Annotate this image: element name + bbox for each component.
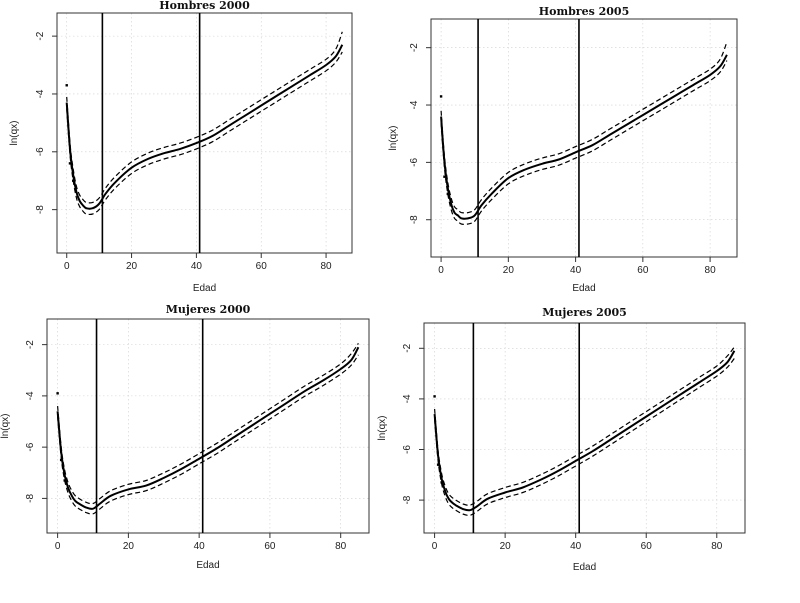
x-tick-label: 80 — [711, 541, 723, 552]
x-tick-label: 60 — [637, 265, 649, 276]
data-point — [440, 481, 443, 484]
series-line-estimate — [440, 54, 728, 220]
chart-title: Hombres 2005 — [539, 5, 630, 18]
chart-title: Hombres 2000 — [159, 0, 250, 12]
y-tick-label: -8 — [402, 495, 413, 504]
series-line-upper-band — [66, 31, 343, 204]
data-point — [439, 95, 443, 98]
x-tick-label: 20 — [503, 265, 515, 276]
y-axis-label: ln(qx) — [377, 415, 388, 440]
x-tick-label: 40 — [570, 541, 582, 552]
series-line-lower-band — [440, 60, 728, 225]
data-point — [446, 192, 450, 196]
x-tick-label: 20 — [126, 261, 138, 272]
y-tick-label: -2 — [409, 43, 420, 52]
chart-title: Mujeres 2000 — [166, 303, 251, 316]
chart-panel: 0 20 40 60 80 -2 -4 -6 -8 Hombres 2000 Edad ln(qx) — [9, 0, 353, 294]
plot-frame — [56, 12, 353, 254]
y-tick-label: -2 — [25, 340, 36, 349]
series-group — [65, 31, 344, 216]
series-line-lower-band — [57, 354, 359, 515]
y-tick-label: -4 — [35, 89, 46, 98]
x-tick-label: 40 — [191, 261, 203, 272]
data-point — [68, 162, 72, 165]
y-tick-label: -2 — [402, 343, 413, 352]
plot-frame — [423, 322, 746, 534]
x-axis-label: Edad — [572, 283, 595, 294]
plot-frame — [46, 318, 370, 534]
chart-panel: 0 20 40 60 80 -2 -4 -6 -8 Mujeres 2005 Edad ln(qx) — [377, 306, 746, 573]
series-line-estimate — [56, 346, 360, 510]
y-axis-label: ln(qx) — [388, 125, 399, 150]
y-tick-label: -4 — [409, 100, 420, 109]
x-tick-label: 20 — [500, 541, 512, 552]
chart-title: Mujeres 2005 — [542, 306, 627, 319]
chart-panel: 0 20 40 60 80 -2 -4 -6 -8 Mujeres 2000 Edad ln(qx) — [0, 303, 370, 571]
data-point — [59, 458, 63, 462]
x-tick-label: 40 — [570, 265, 582, 276]
y-tick-label: -2 — [35, 31, 46, 40]
data-point — [72, 179, 75, 182]
x-tick-label: 80 — [321, 261, 333, 272]
series-line-estimate — [433, 350, 736, 512]
series-line-lower-band — [66, 51, 343, 216]
y-tick-label: -8 — [409, 215, 420, 224]
series-line-upper-band — [434, 346, 735, 506]
x-tick-label: 60 — [264, 541, 276, 552]
x-tick-label: 40 — [194, 541, 206, 552]
series-line-lower-band — [434, 358, 735, 516]
x-tick-label: 0 — [64, 261, 70, 272]
chart-panel: 0 20 40 60 80 -2 -4 -6 -8 Hombres 2005 Edad ln(qx) — [388, 5, 738, 294]
x-tick-label: 0 — [55, 541, 61, 552]
series-line-upper-band — [440, 41, 728, 214]
data-point — [63, 479, 66, 482]
x-tick-label: 20 — [123, 541, 135, 552]
y-tick-label: -6 — [35, 147, 46, 156]
data-point — [56, 392, 59, 395]
y-tick-label: -6 — [409, 157, 420, 166]
series-group — [433, 346, 736, 516]
x-tick-label: 60 — [256, 261, 268, 272]
y-tick-label: -8 — [25, 494, 36, 503]
series-group — [56, 342, 360, 515]
x-axis-label: Edad — [196, 560, 219, 571]
series-group — [439, 41, 728, 225]
data-point — [436, 463, 440, 466]
y-tick-label: -6 — [25, 442, 36, 451]
y-tick-label: -4 — [25, 391, 36, 400]
y-axis-label: ln(qx) — [0, 413, 11, 438]
data-point — [443, 175, 446, 178]
x-axis-label: Edad — [573, 562, 596, 573]
y-tick-label: -6 — [402, 445, 413, 454]
data-point — [65, 84, 68, 87]
y-tick-label: -4 — [402, 394, 413, 403]
x-tick-label: 80 — [335, 541, 347, 552]
data-point — [433, 395, 436, 398]
x-tick-label: 0 — [432, 541, 438, 552]
x-axis-label: Edad — [193, 283, 216, 294]
x-tick-label: 60 — [641, 541, 653, 552]
plot-frame — [430, 18, 738, 258]
y-axis-label: ln(qx) — [9, 120, 20, 145]
x-tick-label: 0 — [438, 265, 444, 276]
y-tick-label: -8 — [35, 205, 46, 214]
series-line-estimate — [65, 44, 344, 210]
series-line-upper-band — [57, 342, 359, 505]
x-tick-label: 80 — [705, 265, 717, 276]
